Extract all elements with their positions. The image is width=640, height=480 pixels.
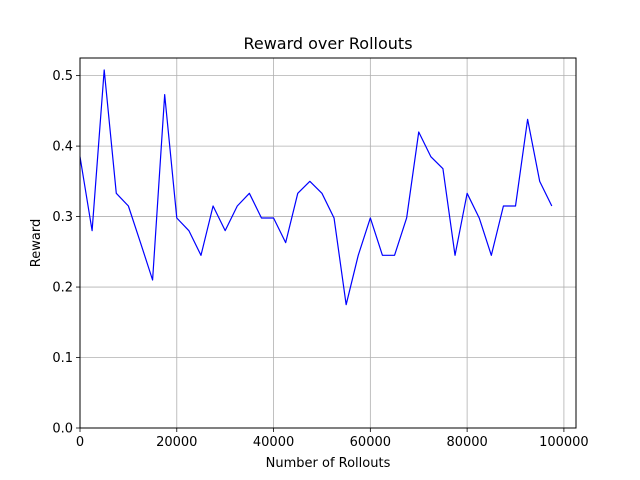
x-tick-label: 40000 bbox=[253, 435, 294, 450]
reward-series-line bbox=[79, 69, 553, 306]
x-axis-label: Number of Rollouts bbox=[266, 456, 391, 471]
y-tick-label: 0.0 bbox=[52, 422, 73, 437]
x-axis-ticks: 0 20000 40000 60000 80000 100000 bbox=[76, 428, 589, 450]
series-group bbox=[79, 69, 553, 306]
chart-title: Reward over Rollouts bbox=[243, 34, 412, 53]
x-tick-label: 100000 bbox=[539, 435, 589, 450]
y-axis-label: Reward bbox=[29, 219, 44, 267]
x-tick-label: 80000 bbox=[446, 435, 487, 450]
y-axis-ticks: 0.0 0.1 0.2 0.3 0.4 0.5 bbox=[52, 69, 80, 437]
x-tick-label: 0 bbox=[76, 435, 84, 450]
y-tick-label: 0.5 bbox=[52, 69, 73, 84]
y-tick-label: 0.1 bbox=[52, 351, 73, 366]
plot-frame bbox=[79, 57, 577, 429]
x-tick-label: 20000 bbox=[156, 435, 197, 450]
y-tick-label: 0.4 bbox=[52, 140, 73, 155]
y-tick-label: 0.3 bbox=[52, 210, 73, 225]
x-tick-label: 60000 bbox=[350, 435, 391, 450]
y-tick-label: 0.2 bbox=[52, 281, 73, 296]
